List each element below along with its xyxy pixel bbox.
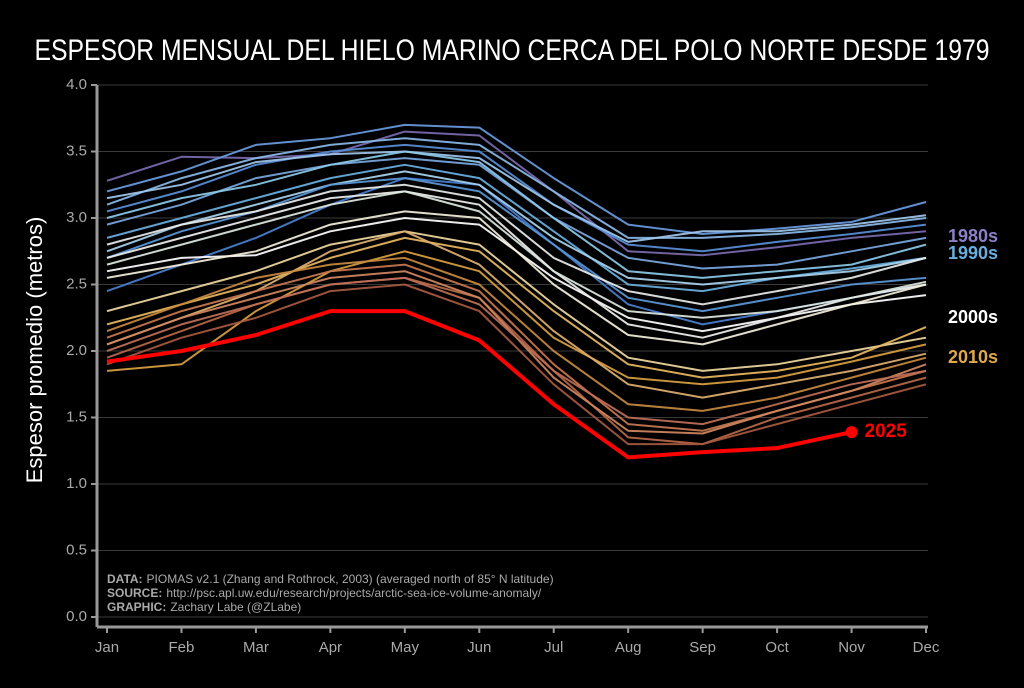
series-line bbox=[106, 143, 927, 253]
series-line bbox=[106, 150, 927, 243]
note-text: Zachary Labe (@ZLabe) bbox=[170, 600, 301, 614]
note-key: SOURCE: bbox=[107, 586, 162, 600]
decade-label: 1980s bbox=[948, 226, 998, 246]
series-line bbox=[106, 190, 927, 319]
chart-title: ESPESOR MENSUAL DEL HIELO MARINO CERCA D… bbox=[35, 34, 990, 67]
source-note: GRAPHIC: Zachary Labe (@ZLabe) bbox=[107, 600, 301, 614]
source-note: SOURCE: http://psc.apl.uw.edu/research/pr… bbox=[107, 586, 542, 600]
x-tick-label: Feb bbox=[169, 639, 195, 656]
note-key: DATA: bbox=[107, 572, 143, 586]
y-axis-label: Espesor promedio (metros) bbox=[22, 217, 47, 484]
series-line bbox=[106, 256, 927, 412]
series-line bbox=[106, 250, 927, 386]
series-line bbox=[106, 123, 927, 235]
series-label: 2025 bbox=[865, 421, 908, 442]
x-tick-label: Aug bbox=[615, 639, 642, 656]
x-tick-label: Jan bbox=[95, 639, 119, 656]
y-tick-label: 1.0 bbox=[66, 475, 87, 492]
note-key: GRAPHIC: bbox=[107, 600, 166, 614]
series-line bbox=[106, 309, 852, 460]
note-text: PIOMAS v2.1 (Zhang and Rothrock, 2003) (… bbox=[147, 572, 554, 586]
x-tick-label: Apr bbox=[319, 639, 342, 656]
note-text: http://psc.apl.uw.edu/research/projects/… bbox=[166, 586, 541, 600]
series-line bbox=[106, 210, 927, 346]
y-tick-label: 0.0 bbox=[66, 608, 87, 625]
x-tick-label: Dec bbox=[913, 639, 940, 656]
y-tick-label: 2.0 bbox=[66, 342, 87, 359]
x-tick-label: Mar bbox=[243, 639, 269, 656]
x-tick-label: Jul bbox=[544, 639, 563, 656]
y-tick-label: 2.5 bbox=[66, 275, 87, 292]
series-line bbox=[106, 183, 927, 306]
series-line bbox=[106, 276, 927, 446]
y-tick-label: 1.5 bbox=[66, 408, 87, 425]
series-line bbox=[106, 283, 927, 446]
y-tick-label: 3.0 bbox=[66, 209, 87, 226]
series-line bbox=[106, 230, 927, 372]
x-tick-label: Nov bbox=[838, 639, 865, 656]
series-line bbox=[106, 130, 927, 257]
series-line bbox=[106, 137, 927, 239]
series-line bbox=[106, 276, 927, 426]
y-tick-label: 4.0 bbox=[66, 76, 87, 93]
x-tick-label: Jun bbox=[467, 639, 491, 656]
series-line bbox=[106, 230, 927, 399]
series-line bbox=[106, 236, 927, 379]
decade-label: 1990s bbox=[948, 243, 998, 263]
series-line bbox=[106, 170, 927, 286]
series-line bbox=[106, 150, 927, 279]
series-line bbox=[106, 190, 927, 339]
series-line bbox=[106, 177, 927, 313]
y-tick-label: 3.5 bbox=[66, 142, 87, 159]
x-tick-label: Sep bbox=[689, 639, 716, 656]
x-tick-label: Oct bbox=[765, 639, 789, 656]
series-line bbox=[106, 157, 927, 270]
x-tick-label: May bbox=[391, 639, 420, 656]
source-note: DATA: PIOMAS v2.1 (Zhang and Rothrock, 20… bbox=[107, 572, 554, 586]
end-marker bbox=[845, 426, 858, 439]
decade-label: 2010s bbox=[948, 347, 998, 367]
y-tick-label: 0.5 bbox=[66, 541, 87, 558]
decade-label: 2000s bbox=[948, 307, 998, 327]
